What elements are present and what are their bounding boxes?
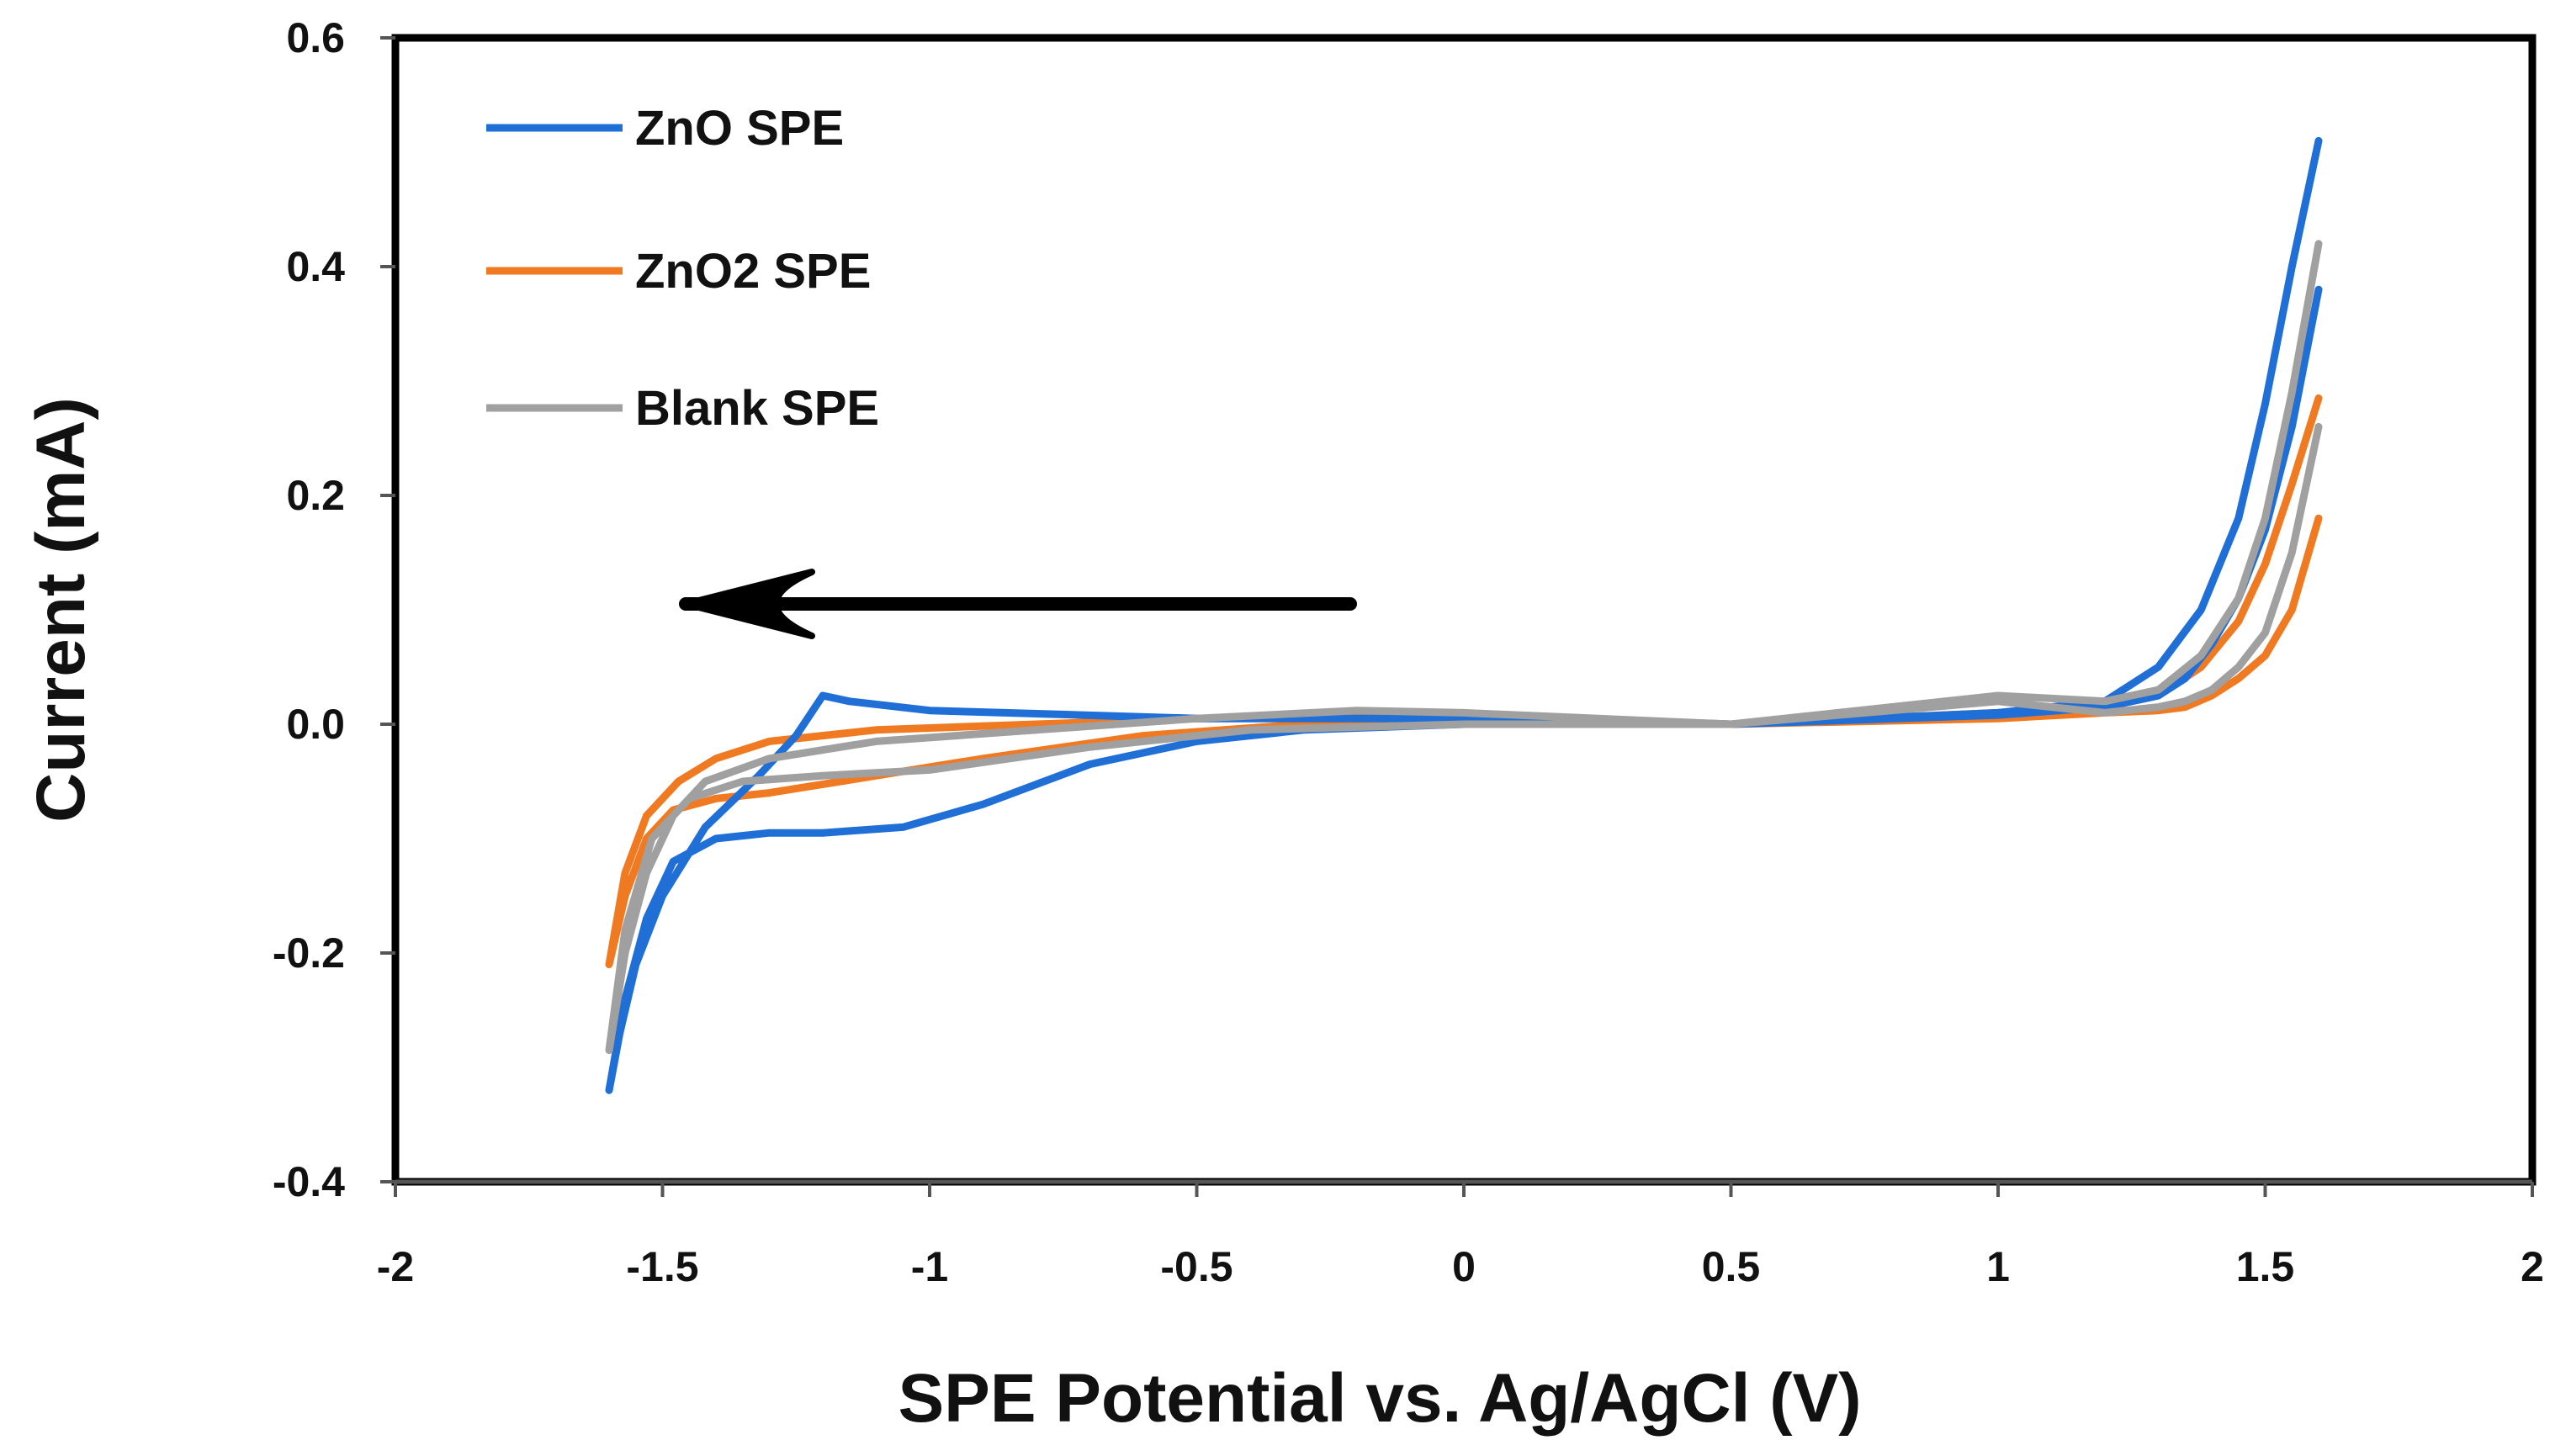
y-axis-title: Current (mA) [23,397,99,823]
legend: ZnO SPE ZnO2 SPE Blank SPE [486,101,879,436]
x-tick-layer: -2 -1.5 -1 -0.5 0 0.5 1 1.5 2 [377,1182,2544,1290]
x-tick-label: -2 [377,1243,414,1290]
y-tick-label: 0.2 [286,472,345,519]
x-tick-label: -1 [911,1243,948,1290]
series-line-blank-spe [605,240,2323,1055]
y-tick-label: -0.2 [273,929,345,977]
arrow-head [682,569,815,639]
x-tick-label: -0.5 [1160,1243,1232,1290]
x-tick-label: 1 [1986,1243,2010,1290]
x-tick-label: 2 [2521,1243,2544,1290]
y-tick-layer: -0.4 -0.2 0.0 0.2 0.4 0.6 [273,14,395,1205]
y-tick-label: -0.4 [273,1158,345,1205]
legend-label-zno2: ZnO2 SPE [635,244,871,299]
x-tick-label: 0 [1452,1243,1476,1290]
y-tick-label: 0.0 [286,701,345,748]
x-tick-label: -1.5 [626,1243,698,1290]
x-tick-label: 0.5 [1702,1243,1761,1290]
scan-direction-arrow [679,569,1357,639]
legend-label-blank: Blank SPE [635,381,879,436]
series-line-zno-spe [605,136,2323,1094]
x-axis-title: SPE Potential vs. Ag/AgCl (V) [898,1360,1861,1437]
x-tick-label: 1.5 [2236,1243,2295,1290]
y-tick-label: 0.4 [286,243,345,290]
y-tick-label: 0.6 [286,14,345,61]
series-layer [605,136,2323,1094]
legend-label-zno: ZnO SPE [635,101,844,156]
